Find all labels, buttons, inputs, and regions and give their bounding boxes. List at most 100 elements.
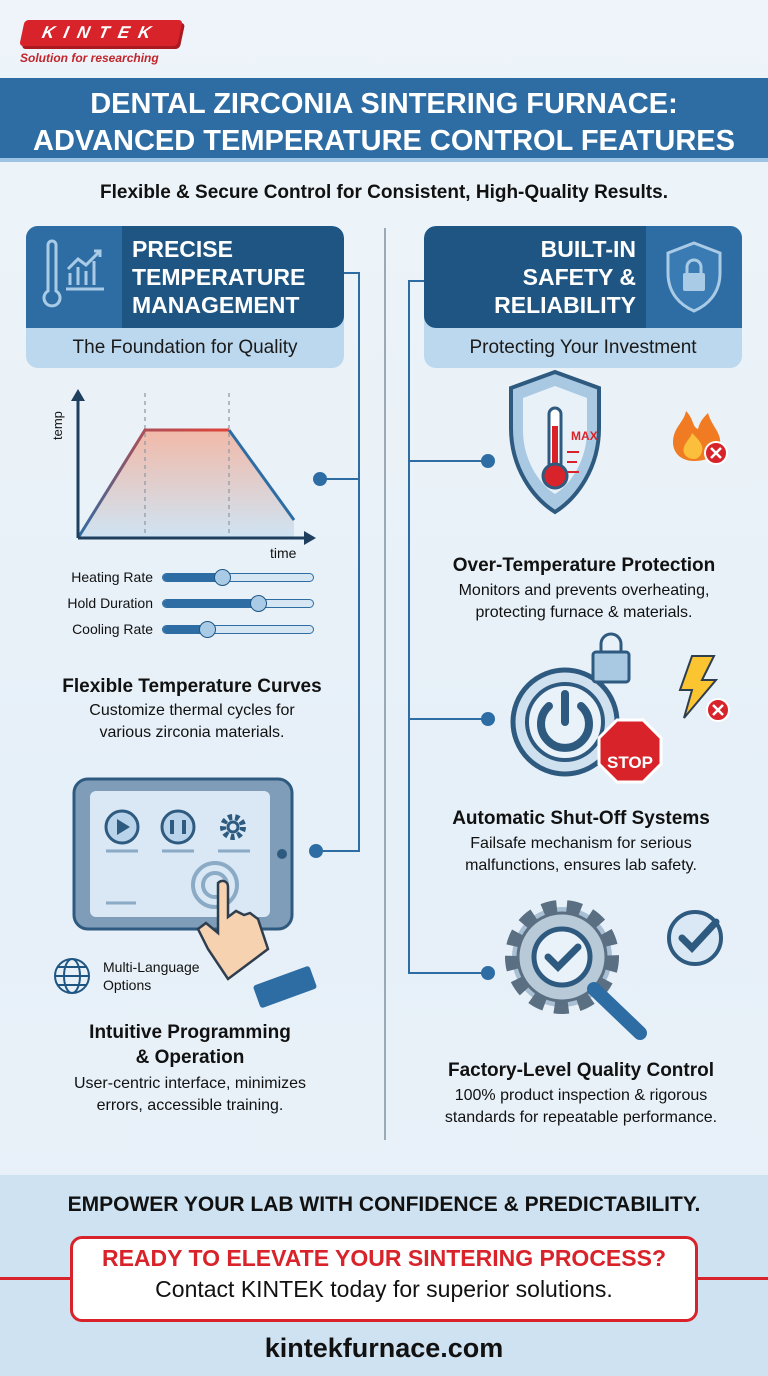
page-subtitle: Flexible & Secure Control for Consistent… — [100, 182, 668, 203]
desc-line: 100% product inspection & rigorous — [454, 1087, 708, 1104]
card-heading: BUILT-IN SAFETY & RELIABILITY — [424, 226, 646, 328]
connector-dot — [481, 712, 495, 726]
connector — [316, 850, 360, 852]
website-link[interactable]: kintekfurnace.com — [264, 1333, 504, 1363]
title-line: & Operation — [135, 1047, 245, 1068]
footer-slogan: EMPOWER YOUR LAB WITH CONFIDENCE & PREDI… — [67, 1193, 701, 1216]
connector — [408, 718, 488, 720]
touchscreen-tablet-icon — [72, 777, 317, 1008]
stop-sign-icon — [597, 718, 663, 784]
card-tagline: The Foundation for Quality — [72, 337, 298, 358]
padlock-icon — [591, 650, 631, 684]
cooling-segment — [227, 429, 296, 521]
title-line-1: DENTAL ZIRCONIA SINTERING FURNACE: — [90, 88, 678, 120]
card-tagline: Protecting Your Investment — [469, 337, 697, 358]
phase-divider — [144, 393, 230, 538]
axes — [76, 397, 308, 540]
title-band — [0, 78, 768, 162]
title-line-2: ADVANCED TEMPERATURE CONTROL FEATURES — [33, 125, 735, 157]
desc-line: malfunctions, ensures lab safety. — [465, 857, 697, 874]
feature-title: Factory-Level Quality Control — [447, 1060, 715, 1081]
gear-icon — [220, 814, 246, 840]
desc-line: Failsafe mechanism for serious — [470, 835, 692, 852]
max-label: MAX — [571, 429, 598, 443]
multi-language-label: Multi-Language Options — [103, 958, 200, 994]
desc-line: Monitors and prevents overheating, — [458, 582, 710, 599]
card-precise-temperature: PRECISE TEMPERATURE MANAGEMENT The Found… — [26, 226, 344, 368]
slider-track[interactable] — [162, 621, 314, 638]
temperature-curve-diagram — [71, 389, 316, 545]
feature-description: User-centric interface, minimizes errors… — [0, 1073, 380, 1117]
slider-fill — [163, 600, 259, 607]
kintek-logo: KINTEK — [19, 20, 183, 46]
feature-title: Intuitive Programming & Operation — [0, 1020, 380, 1070]
slider-handle[interactable] — [250, 595, 267, 612]
feature-description: 100% product inspection & rigorous stand… — [400, 1085, 762, 1129]
slider-track[interactable] — [162, 595, 314, 612]
desc-line: User-centric interface, minimizes — [73, 1075, 307, 1092]
feature-title: Automatic Shut-Off Systems — [452, 808, 710, 829]
lightning-warning-icon — [678, 655, 730, 722]
slider-fill — [163, 574, 223, 581]
cta-text: Contact KINTEK today for superior soluti… — [155, 1276, 613, 1302]
page-title: DENTAL ZIRCONIA SINTERING FURNACE: ADVAN… — [0, 86, 768, 160]
pause-icon — [160, 809, 196, 845]
x-axis-label: time — [270, 545, 297, 561]
desc-line: standards for repeatable performance. — [444, 1109, 718, 1126]
card-safety-reliability: BUILT-IN SAFETY & RELIABILITY Protecting… — [424, 226, 742, 368]
y-axis-label: temp — [50, 411, 65, 440]
globe-icon — [52, 956, 92, 1001]
cta-title: READY TO ELEVATE YOUR SINTERING PROCESS? — [101, 1245, 667, 1271]
stop-label: STOP — [607, 753, 653, 772]
connector — [344, 272, 360, 274]
play-icon — [104, 809, 140, 845]
feature-title: Flexible Temperature Curves — [62, 676, 322, 697]
cta-box[interactable]: READY TO ELEVATE YOUR SINTERING PROCESS?… — [70, 1236, 698, 1322]
slider-label: Hold Duration — [67, 595, 153, 611]
feature-description: Failsafe mechanism for serious malfuncti… — [400, 833, 762, 877]
heating-hold-segment — [76, 428, 229, 539]
connector — [358, 272, 360, 852]
curve-area — [78, 430, 294, 538]
heading-line: BUILT-IN — [540, 236, 636, 262]
desc-line: Customize thermal cycles for — [89, 702, 295, 719]
connector — [320, 478, 360, 480]
connector — [408, 280, 410, 974]
flame-warning-icon — [672, 411, 728, 465]
feature-description: Monitors and prevents overheating, prote… — [400, 580, 768, 624]
desc-line: protecting furnace & materials. — [475, 604, 693, 621]
label-line: Multi-Language — [103, 959, 200, 975]
check-badge-icon — [667, 910, 723, 966]
shield-lock-icon — [646, 226, 742, 328]
slider-label: Heating Rate — [71, 569, 153, 585]
card-heading: PRECISE TEMPERATURE MANAGEMENT — [122, 226, 344, 328]
pointing-hand-icon — [196, 879, 270, 981]
slider-track[interactable] — [162, 569, 314, 586]
gear-magnifier-icon — [505, 900, 647, 1040]
feature-description: Customize thermal cycles for various zir… — [0, 700, 384, 744]
connector-dot — [481, 454, 495, 468]
heading-line: PRECISE — [132, 236, 233, 262]
desc-line: errors, accessible training. — [96, 1097, 284, 1114]
connector — [408, 280, 424, 282]
connector — [408, 460, 488, 462]
connector-dot — [309, 844, 323, 858]
slider-label: Cooling Rate — [72, 621, 153, 637]
slider-handle[interactable] — [199, 621, 216, 638]
slider-fill — [163, 626, 208, 633]
slider-handle[interactable] — [214, 569, 231, 586]
heading-line: SAFETY & — [522, 264, 636, 290]
heading-line: TEMPERATURE — [132, 264, 306, 290]
thermometer-chart-icon — [26, 226, 122, 328]
title-line: Intuitive Programming — [89, 1022, 291, 1043]
connector — [408, 972, 488, 974]
connector-dot — [481, 966, 495, 980]
desc-line: various zirconia materials. — [99, 724, 285, 741]
connector-dot — [313, 472, 327, 486]
feature-title: Over-Temperature Protection — [452, 555, 716, 576]
label-line: Options — [103, 977, 152, 993]
center-divider — [384, 228, 386, 1140]
heading-line: RELIABILITY — [494, 292, 636, 318]
heading-line: MANAGEMENT — [132, 292, 300, 318]
logo-tagline: Solution for researching — [20, 51, 159, 65]
